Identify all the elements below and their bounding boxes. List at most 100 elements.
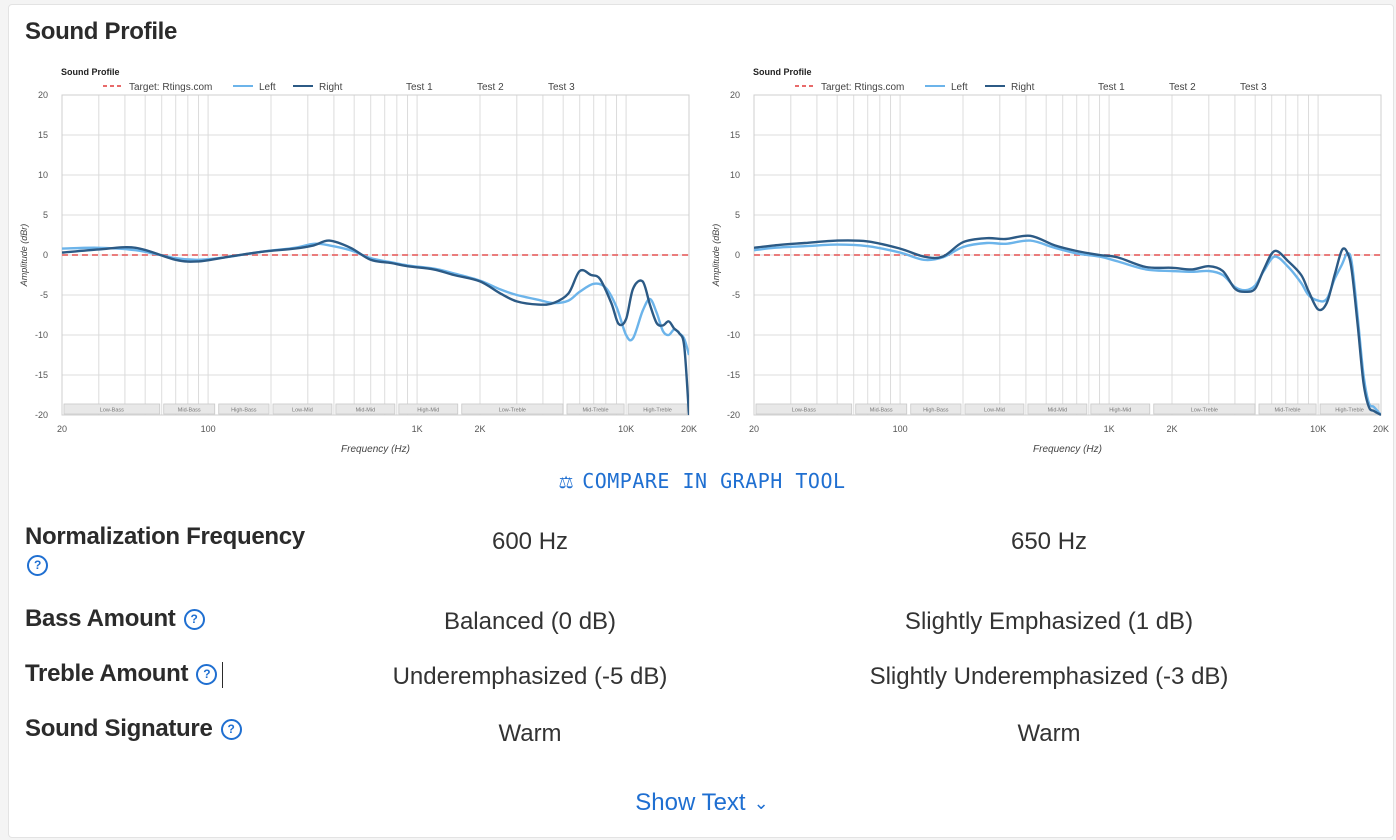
legend-label: Test 2 <box>1169 82 1196 93</box>
row-label-text: Bass Amount <box>25 605 176 632</box>
band-box: High-Bass <box>218 403 270 415</box>
y-tick-label: -5 <box>732 290 740 300</box>
x-tick-label: 10K <box>1310 424 1326 434</box>
band-box: Low-Mid <box>964 403 1025 415</box>
band-rect <box>335 403 396 415</box>
band-box: Mid-Mid <box>335 403 396 415</box>
band-label: High-Treble <box>1335 408 1364 414</box>
legend-label: Target: Rtings.com <box>129 82 212 93</box>
y-axis-label: Amplitude (dBr) <box>19 224 29 288</box>
row-label: Treble Amount? <box>25 660 224 688</box>
legend-label: Left <box>951 82 968 93</box>
row-label: Normalization Frequency ? <box>25 523 305 579</box>
help-circle-icon[interactable]: ? <box>27 555 48 577</box>
legend-item: Test 3 <box>1240 82 1267 93</box>
sound-profile-chart-left: Sound Profile Target: Rtings.com Left Right… <box>15 57 705 457</box>
legend-label: Right <box>319 82 343 93</box>
band-box: High-Treble <box>1319 403 1380 415</box>
band-rect <box>627 403 688 415</box>
y-tick-label: 10 <box>730 170 740 180</box>
value-left: Warm <box>498 720 562 747</box>
legend-label: Right <box>1011 82 1035 93</box>
band-label: Mid-Treble <box>582 408 608 414</box>
band-label: Low-Bass <box>100 408 124 414</box>
row-sound-signature: Sound Signature? Warm Warm <box>9 715 1395 755</box>
band-rect <box>398 403 459 415</box>
band-label: Low-Mid <box>984 408 1005 414</box>
series-line-right <box>754 234 1381 417</box>
y-tick-label: 20 <box>38 90 48 100</box>
band-label: Mid-Mid <box>356 408 376 414</box>
x-tick-label: 1K <box>412 424 423 434</box>
y-tick-label: -10 <box>727 330 740 340</box>
legend-item: Left <box>925 82 968 93</box>
help-circle-icon[interactable]: ? <box>196 664 218 686</box>
value-left: Balanced (0 dB) <box>443 608 617 635</box>
band-box: Mid-Treble <box>1258 403 1317 415</box>
band-label: High-Mid <box>417 408 439 414</box>
band-label: Mid-Bass <box>870 408 893 414</box>
compare-graph-tool-button[interactable]: ⚖ COMPARE IN GRAPH TOOL <box>9 469 1395 493</box>
y-tick-label: -20 <box>35 410 48 420</box>
legend-label: Test 1 <box>406 82 433 93</box>
x-tick-label: 20K <box>1373 424 1389 434</box>
band-rect <box>63 403 161 415</box>
band-rect <box>855 403 908 415</box>
band-label: Low-Mid <box>292 408 313 414</box>
band-label: Mid-Mid <box>1048 408 1068 414</box>
band-rect <box>964 403 1025 415</box>
help-circle-icon[interactable]: ? <box>183 609 205 631</box>
band-rect <box>272 403 333 415</box>
band-box: Low-Treble <box>1153 403 1256 415</box>
value-right: Slightly Emphasized (1 dB) <box>904 608 1194 635</box>
legend-item: Test 2 <box>1169 82 1196 93</box>
chart-svg-left: Sound Profile Target: Rtings.com Left Right… <box>19 67 697 455</box>
x-axis-label: Frequency (Hz) <box>341 444 410 455</box>
band-box: High-Mid <box>1090 403 1151 415</box>
value-right: Slightly Underemphasized (-3 dB) <box>869 663 1229 690</box>
legend-item: Right <box>293 82 343 93</box>
row-label: Bass Amount? <box>25 605 205 633</box>
y-tick-label: 15 <box>38 130 48 140</box>
band-label: High-Mid <box>1109 408 1131 414</box>
value-right: 650 Hz <box>1010 528 1088 555</box>
legend-label: Test 3 <box>548 82 575 93</box>
help-circle-icon[interactable]: ? <box>220 719 242 741</box>
legend-label: Test 3 <box>1240 82 1267 93</box>
sound-profile-card: Sound Profile Sound Profile Target: Rting… <box>8 4 1394 838</box>
band-label: Low-Treble <box>499 408 526 414</box>
x-tick-label: 10K <box>618 424 634 434</box>
band-label: High-Bass <box>231 408 257 414</box>
row-treble-amount: Treble Amount? Underemphasized (-5 dB) S… <box>9 660 1395 700</box>
row-label-text: Normalization Frequency <box>25 523 305 550</box>
chevron-down-icon: ⌄ <box>753 793 769 814</box>
band-label: High-Treble <box>643 408 672 414</box>
x-tick-label: 20K <box>681 424 697 434</box>
y-tick-label: 0 <box>43 250 48 260</box>
legend-item: Right <box>985 82 1035 93</box>
band-rect <box>566 403 625 415</box>
row-normalization-frequency: Normalization Frequency ? 600 Hz 650 Hz <box>9 523 1395 577</box>
band-rect <box>163 403 216 415</box>
y-tick-label: -5 <box>40 290 48 300</box>
band-rect <box>461 403 564 415</box>
row-label-text: Sound Signature <box>25 715 213 742</box>
band-rect <box>218 403 270 415</box>
band-box: Mid-Bass <box>855 403 908 415</box>
band-box: Mid-Mid <box>1027 403 1088 415</box>
band-label: High-Bass <box>923 408 949 414</box>
show-text-button[interactable]: Show Text ⌄ <box>9 789 1395 817</box>
legend-item: Test 3 <box>548 82 575 93</box>
series-line-right <box>62 239 689 416</box>
value-left: 600 Hz <box>491 528 569 555</box>
text-cursor <box>222 661 224 688</box>
x-tick-label: 20 <box>57 424 67 434</box>
row-label-text: Treble Amount <box>25 660 189 687</box>
x-tick-label: 20 <box>749 424 759 434</box>
y-tick-label: 0 <box>735 250 740 260</box>
y-axis-label: Amplitude (dBr) <box>711 224 721 288</box>
band-label: Mid-Bass <box>178 408 201 414</box>
band-box: Mid-Treble <box>566 403 625 415</box>
sound-profile-chart-right: Sound Profile Target: Rtings.com Left Right… <box>707 57 1396 457</box>
scale-icon: ⚖ <box>558 473 575 493</box>
